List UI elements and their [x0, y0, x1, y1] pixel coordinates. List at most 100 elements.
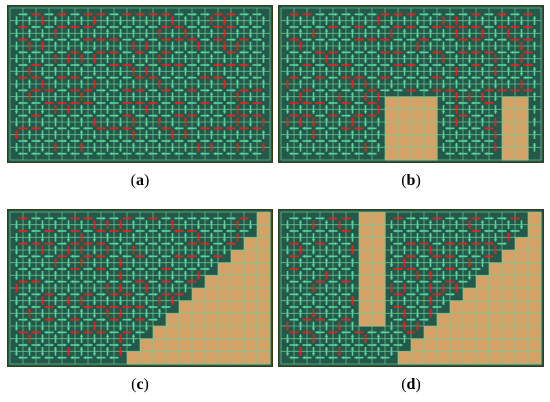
- obstacle-cell: [218, 338, 232, 352]
- path-arrow: [96, 355, 106, 360]
- overlap-arrow: [328, 25, 338, 29]
- path-arrow-head: [367, 75, 371, 80]
- path-arrow: [389, 334, 394, 343]
- path-arrow-head: [441, 238, 446, 242]
- obstacle-cell: [257, 300, 271, 314]
- path-arrow: [53, 334, 58, 343]
- path-arrow: [92, 233, 97, 242]
- overlap-arrow: [109, 37, 119, 42]
- path-arrow-head: [209, 54, 214, 58]
- path-arrow-head: [79, 117, 84, 121]
- path-arrow-head: [373, 139, 377, 143]
- overlap-arrow-head: [464, 241, 468, 246]
- path-arrow: [174, 216, 184, 221]
- path-arrow-head: [148, 305, 152, 309]
- path-arrow: [209, 67, 214, 76]
- obstacle-cell: [411, 351, 425, 365]
- path-arrow: [18, 305, 28, 309]
- overlap-arrow-head: [412, 12, 416, 17]
- overlap-arrow-head: [399, 12, 403, 17]
- obstacle-cell: [528, 262, 542, 276]
- path-arrow: [419, 50, 429, 55]
- path-arrow: [471, 113, 481, 118]
- path-arrow: [252, 37, 262, 42]
- path-arrow-head: [183, 16, 188, 20]
- path-arrow-head: [389, 327, 394, 331]
- overlap-arrow: [302, 12, 312, 17]
- path-arrow-head: [232, 37, 236, 42]
- path-arrow: [458, 101, 468, 105]
- obstacle-cell: [450, 351, 464, 365]
- path-arrow: [324, 29, 329, 38]
- path-arrow: [289, 63, 299, 67]
- path-arrow-head: [519, 22, 524, 25]
- path-arrow: [285, 283, 290, 293]
- path-arrow: [14, 347, 19, 356]
- overlap-arrow-head: [148, 101, 152, 105]
- overlap-arrow-head: [222, 34, 227, 38]
- path-arrow-head: [50, 267, 54, 271]
- path-arrow-head: [14, 110, 19, 114]
- path-arrow-head: [308, 241, 312, 246]
- overlap-arrow: [148, 75, 158, 80]
- overlap-arrow-head: [24, 216, 28, 221]
- path-arrow-head: [471, 75, 475, 80]
- obstacle-cell: [502, 96, 516, 110]
- overlap-arrow-head: [222, 47, 227, 51]
- overlap-arrow-head: [529, 88, 533, 93]
- path-arrow-head: [170, 148, 175, 152]
- overlap-arrow-head: [53, 54, 58, 58]
- path-arrow-head: [261, 92, 266, 96]
- path-arrow: [311, 245, 316, 255]
- path-arrow-head: [376, 79, 381, 83]
- obstacle-cell: [153, 338, 167, 352]
- overlap-arrow: [311, 309, 316, 318]
- path-arrow: [428, 258, 433, 267]
- path-arrow: [14, 233, 19, 242]
- overlap-arrow: [92, 220, 97, 229]
- path-arrow: [66, 321, 71, 331]
- path-arrow-head: [477, 267, 481, 271]
- path-arrow: [83, 75, 93, 80]
- overlap-arrow-head: [373, 37, 377, 42]
- path-arrow: [18, 12, 28, 17]
- path-arrow-head: [102, 139, 106, 143]
- path-arrow: [341, 25, 351, 29]
- overlap-arrow: [261, 143, 266, 152]
- overlap-arrow: [83, 25, 93, 29]
- path-arrow: [66, 41, 71, 51]
- path-arrow: [406, 216, 416, 221]
- path-arrow-head: [57, 279, 61, 284]
- overlap-arrow-head: [425, 241, 429, 246]
- path-arrow: [506, 54, 511, 63]
- path-arrow-head: [131, 29, 136, 32]
- overlap-arrow-head: [341, 101, 345, 105]
- obstacle-cell: [476, 338, 490, 352]
- path-arrow: [118, 105, 123, 114]
- obstacle-cell: [502, 134, 516, 148]
- overlap-arrow-head: [376, 105, 381, 108]
- overlap-arrow-head: [31, 75, 35, 80]
- obstacle-cell: [437, 338, 451, 352]
- overlap-arrow: [226, 126, 236, 131]
- path-arrow: [406, 317, 416, 322]
- path-arrow: [96, 151, 106, 156]
- path-arrow-head: [44, 75, 48, 80]
- overlap-arrow-head: [141, 88, 145, 93]
- path-arrow-head: [226, 151, 230, 156]
- overlap-arrow-head: [70, 101, 74, 105]
- overlap-arrow: [213, 126, 223, 131]
- path-arrow: [213, 229, 223, 233]
- obstacle-cell: [179, 326, 193, 340]
- path-arrow-head: [141, 292, 145, 297]
- path-arrow-head: [105, 117, 110, 121]
- overlap-arrow: [454, 67, 459, 76]
- overlap-arrow-head: [53, 258, 58, 262]
- path-arrow: [363, 117, 368, 127]
- path-arrow: [458, 75, 468, 80]
- overlap-arrow: [289, 101, 299, 105]
- path-arrow: [148, 139, 158, 143]
- path-arrow-head: [70, 279, 74, 284]
- path-arrow-head: [493, 98, 498, 101]
- path-arrow-head: [373, 12, 377, 17]
